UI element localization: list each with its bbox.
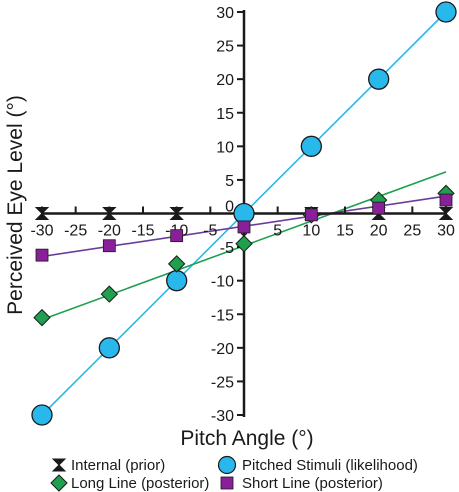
marker-shape: [102, 239, 116, 253]
data-point-pitched-stimuli: [435, 1, 457, 23]
marker-shape: [235, 235, 253, 253]
y-tick-label: 20: [216, 72, 234, 89]
marker-shape: [169, 207, 184, 220]
marker-shape: [166, 270, 188, 292]
legend-marker: [51, 458, 67, 472]
y-tick-label: 0: [225, 199, 234, 216]
y-tick-label: 10: [216, 139, 234, 156]
data-point-pitched-stimuli: [368, 68, 390, 90]
legend-item-long-line: Long Line (posterior): [50, 474, 209, 492]
marker-shape: [34, 207, 50, 220]
legend-marker: [217, 455, 237, 475]
legend-marker: [50, 474, 68, 492]
legend: Internal (prior) Pitched Stimuli (likelih…: [50, 455, 418, 492]
data-point-long-line: [167, 255, 186, 273]
data-point-internal-prior: [438, 207, 454, 220]
marker-shape: [100, 285, 119, 303]
x-tick-label: -25: [64, 223, 87, 240]
data-point-internal-prior: [102, 207, 117, 220]
marker-shape: [435, 1, 457, 23]
data-point-short-line: [372, 201, 386, 215]
y-tick-label: 5: [225, 173, 234, 190]
y-tick-label: -10: [211, 274, 234, 291]
marker-shape: [304, 208, 318, 222]
legend-label: Long Line (posterior): [71, 475, 209, 492]
marker-shape: [438, 207, 454, 220]
legend-marker: [220, 476, 234, 490]
legend-label: Internal (prior): [71, 457, 165, 474]
y-tick-label: 15: [216, 106, 234, 123]
legend-label: Short Line (posterior): [242, 475, 383, 492]
y-axis-title: Perceived Eye Level (°): [4, 95, 27, 315]
data-point-long-line: [33, 308, 51, 327]
marker-shape: [237, 220, 251, 234]
data-point-pitched-stimuli: [31, 404, 53, 426]
x-tick-label: -30: [30, 223, 53, 240]
x-tick-label: -20: [98, 223, 121, 240]
data-point-short-line: [102, 239, 116, 253]
data-point-pitched-stimuli: [300, 135, 322, 157]
marker-shape: [102, 207, 117, 220]
marker-shape: [33, 308, 51, 327]
data-point-internal-prior: [34, 207, 50, 220]
x-axis-title: Pitch Angle (°): [180, 427, 313, 450]
series-markers: [31, 1, 457, 426]
legend-item-pitched-stimuli: Pitched Stimuli (likelihood): [217, 455, 418, 475]
x-tick-label: 15: [336, 223, 354, 240]
y-tick-label: -30: [211, 408, 234, 425]
marker-shape: [368, 68, 390, 90]
y-tick-label: -15: [211, 307, 234, 324]
x-tick-label: -15: [131, 223, 154, 240]
marker-shape: [51, 458, 67, 472]
marker-shape: [50, 474, 68, 492]
data-point-long-line: [100, 285, 119, 303]
data-point-long-line: [235, 235, 253, 253]
marker-shape: [300, 135, 322, 157]
y-tick-label: 30: [216, 5, 234, 22]
x-tick-label: 5: [273, 223, 282, 240]
x-tick-label: 10: [302, 223, 320, 240]
marker-shape: [31, 404, 53, 426]
marker-shape: [35, 248, 49, 262]
x-ticks: -30-25-20-15-10-5051015202530: [30, 206, 455, 240]
data-point-short-line: [35, 248, 49, 262]
data-point-short-line: [170, 229, 184, 243]
y-tick-label: -5: [220, 240, 234, 257]
marker-shape: [98, 337, 120, 359]
x-tick-label: 25: [403, 223, 421, 240]
data-point-short-line: [439, 193, 453, 207]
x-tick-label: -5: [203, 223, 217, 240]
marker-shape: [167, 255, 186, 273]
legend-label: Pitched Stimuli (likelihood): [242, 457, 418, 474]
data-point-pitched-stimuli: [233, 202, 255, 225]
legend-item-internal-prior: Internal (prior): [51, 457, 165, 474]
data-point-short-line: [304, 208, 318, 222]
x-tick-label: 30: [437, 223, 455, 240]
x-tick-label: 20: [370, 223, 388, 240]
y-tick-label: -25: [211, 374, 234, 391]
data-point-pitched-stimuli: [98, 337, 120, 359]
marker-shape: [220, 476, 234, 490]
data-point-pitched-stimuli: [166, 270, 188, 292]
y-tick-label: -20: [211, 341, 234, 358]
data-point-short-line: [237, 220, 251, 234]
marker-shape: [170, 229, 184, 243]
y-tick-label: 25: [216, 39, 234, 56]
legend-item-short-line: Short Line (posterior): [220, 475, 383, 492]
marker-shape: [233, 202, 255, 225]
marker-shape: [372, 201, 386, 215]
data-point-internal-prior: [169, 207, 184, 220]
y-ticks: -30 -25 -20 -15 -10 -5 5 10 15 20 25 30 0: [211, 5, 244, 425]
marker-shape: [439, 193, 453, 207]
